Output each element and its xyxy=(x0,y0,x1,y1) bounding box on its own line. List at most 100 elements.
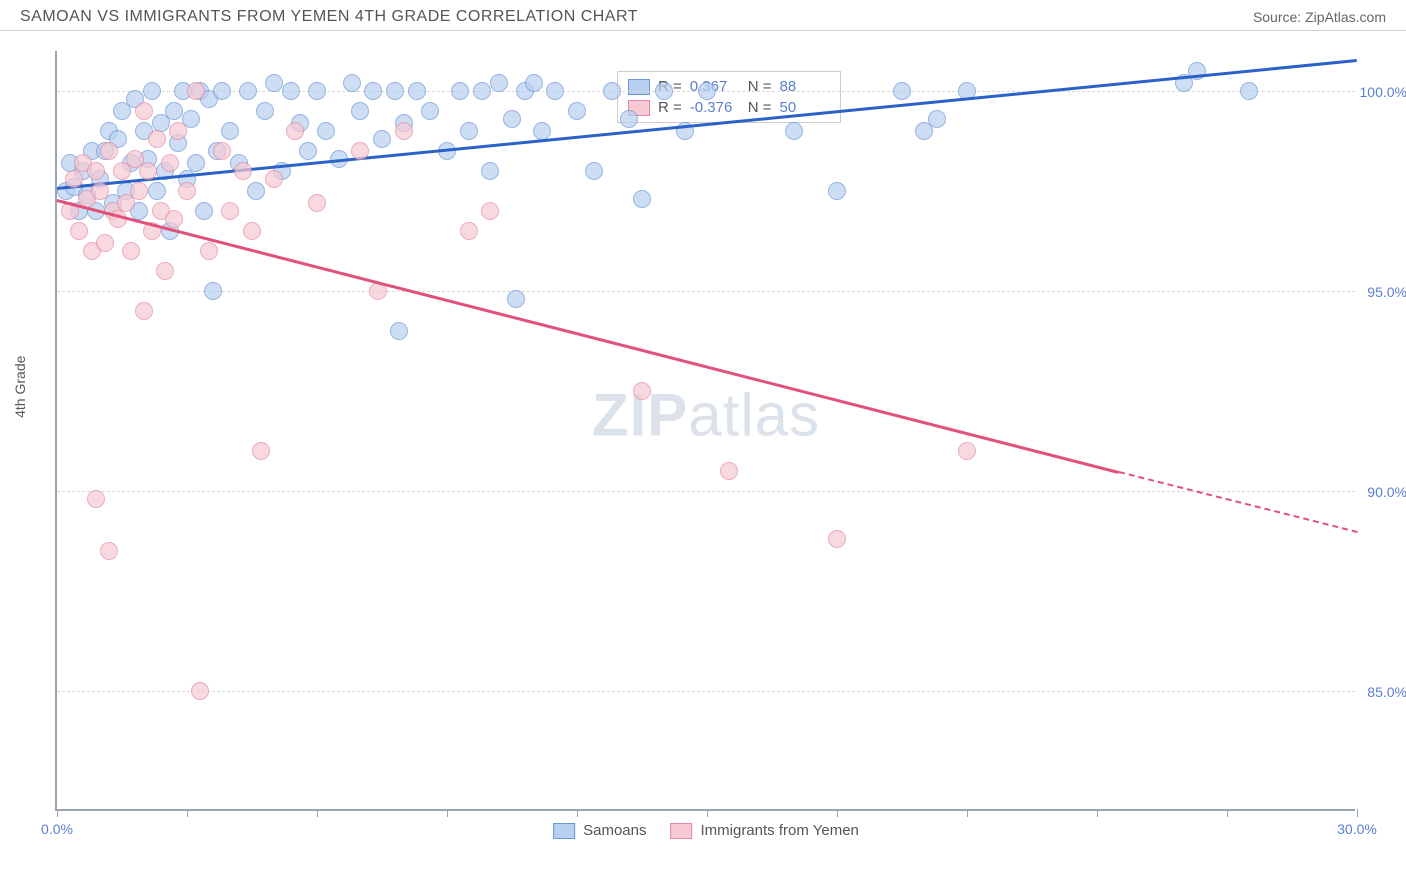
data-point xyxy=(893,82,911,100)
data-point xyxy=(91,182,109,200)
data-point xyxy=(308,194,326,212)
data-point xyxy=(243,222,261,240)
x-tick xyxy=(707,809,708,817)
data-point xyxy=(386,82,404,100)
data-point xyxy=(633,190,651,208)
data-point xyxy=(317,122,335,140)
x-tick xyxy=(1357,809,1358,817)
data-point xyxy=(70,222,88,240)
x-tick-label: 0.0% xyxy=(41,821,73,837)
data-point xyxy=(148,182,166,200)
data-point xyxy=(135,302,153,320)
data-point xyxy=(221,122,239,140)
data-point xyxy=(343,74,361,92)
data-point xyxy=(460,222,478,240)
x-tick xyxy=(837,809,838,817)
data-point xyxy=(156,262,174,280)
chart-title: SAMOAN VS IMMIGRANTS FROM YEMEN 4TH GRAD… xyxy=(20,8,638,26)
x-tick xyxy=(1227,809,1228,817)
x-tick xyxy=(967,809,968,817)
x-tick xyxy=(1097,809,1098,817)
data-point xyxy=(655,82,673,100)
y-tick-label: 95.0% xyxy=(1367,284,1406,300)
data-point xyxy=(143,82,161,100)
data-point xyxy=(195,202,213,220)
data-point xyxy=(507,290,525,308)
data-point xyxy=(481,202,499,220)
data-point xyxy=(308,82,326,100)
data-point xyxy=(351,142,369,160)
watermark: ZIPatlas xyxy=(592,380,820,449)
data-point xyxy=(221,202,239,220)
data-point xyxy=(165,102,183,120)
data-point xyxy=(698,82,716,100)
data-point xyxy=(958,442,976,460)
chart-header: SAMOAN VS IMMIGRANTS FROM YEMEN 4TH GRAD… xyxy=(0,0,1406,31)
data-point xyxy=(525,74,543,92)
x-tick xyxy=(187,809,188,817)
chart-source: Source: ZipAtlas.com xyxy=(1253,9,1386,25)
data-point xyxy=(122,242,140,260)
x-tick-label: 30.0% xyxy=(1337,821,1377,837)
data-point xyxy=(169,122,187,140)
data-point xyxy=(1240,82,1258,100)
gridline: 95.0% xyxy=(57,291,1355,292)
data-point xyxy=(533,122,551,140)
data-point xyxy=(299,142,317,160)
data-point xyxy=(234,162,252,180)
data-point xyxy=(785,122,803,140)
data-point xyxy=(421,102,439,120)
data-point xyxy=(139,162,157,180)
data-point xyxy=(373,130,391,148)
data-point xyxy=(720,462,738,480)
data-point xyxy=(390,322,408,340)
x-tick xyxy=(57,809,58,817)
data-point xyxy=(828,530,846,548)
x-tick xyxy=(317,809,318,817)
data-point xyxy=(408,82,426,100)
data-point xyxy=(148,130,166,148)
data-point xyxy=(165,210,183,228)
y-tick-label: 85.0% xyxy=(1367,684,1406,700)
data-point xyxy=(191,682,209,700)
data-point xyxy=(187,82,205,100)
data-point xyxy=(265,170,283,188)
swatch-samoans xyxy=(628,79,650,95)
trend-line-dashed xyxy=(1118,471,1357,533)
trend-line xyxy=(57,199,1119,473)
data-point xyxy=(364,82,382,100)
bottom-legend-samoans: Samoans xyxy=(553,822,646,839)
data-point xyxy=(286,122,304,140)
data-point xyxy=(239,82,257,100)
data-point xyxy=(213,82,231,100)
data-point xyxy=(247,182,265,200)
data-point xyxy=(100,142,118,160)
data-point xyxy=(252,442,270,460)
data-point xyxy=(585,162,603,180)
data-point xyxy=(928,110,946,128)
data-point xyxy=(87,162,105,180)
data-point xyxy=(351,102,369,120)
data-point xyxy=(178,182,196,200)
x-tick xyxy=(447,809,448,817)
x-tick xyxy=(577,809,578,817)
data-point xyxy=(473,82,491,100)
data-point xyxy=(460,122,478,140)
swatch-yemen-icon xyxy=(670,823,692,839)
swatch-samoans-icon xyxy=(553,823,575,839)
data-point xyxy=(546,82,564,100)
gridline: 90.0% xyxy=(57,491,1355,492)
chart-wrapper: 4th Grade ZIPatlas R = 0.367 N = 88 R = … xyxy=(0,31,1406,851)
data-point xyxy=(620,110,638,128)
data-point xyxy=(161,154,179,172)
bottom-legend: Samoans Immigrants from Yemen xyxy=(553,822,859,839)
y-tick-label: 90.0% xyxy=(1367,484,1406,500)
y-axis-title: 4th Grade xyxy=(12,356,28,418)
data-point xyxy=(265,74,283,92)
bottom-legend-yemen: Immigrants from Yemen xyxy=(670,822,858,839)
y-tick-label: 100.0% xyxy=(1360,84,1406,100)
data-point xyxy=(135,102,153,120)
data-point xyxy=(200,242,218,260)
data-point xyxy=(130,182,148,200)
data-point xyxy=(204,282,222,300)
